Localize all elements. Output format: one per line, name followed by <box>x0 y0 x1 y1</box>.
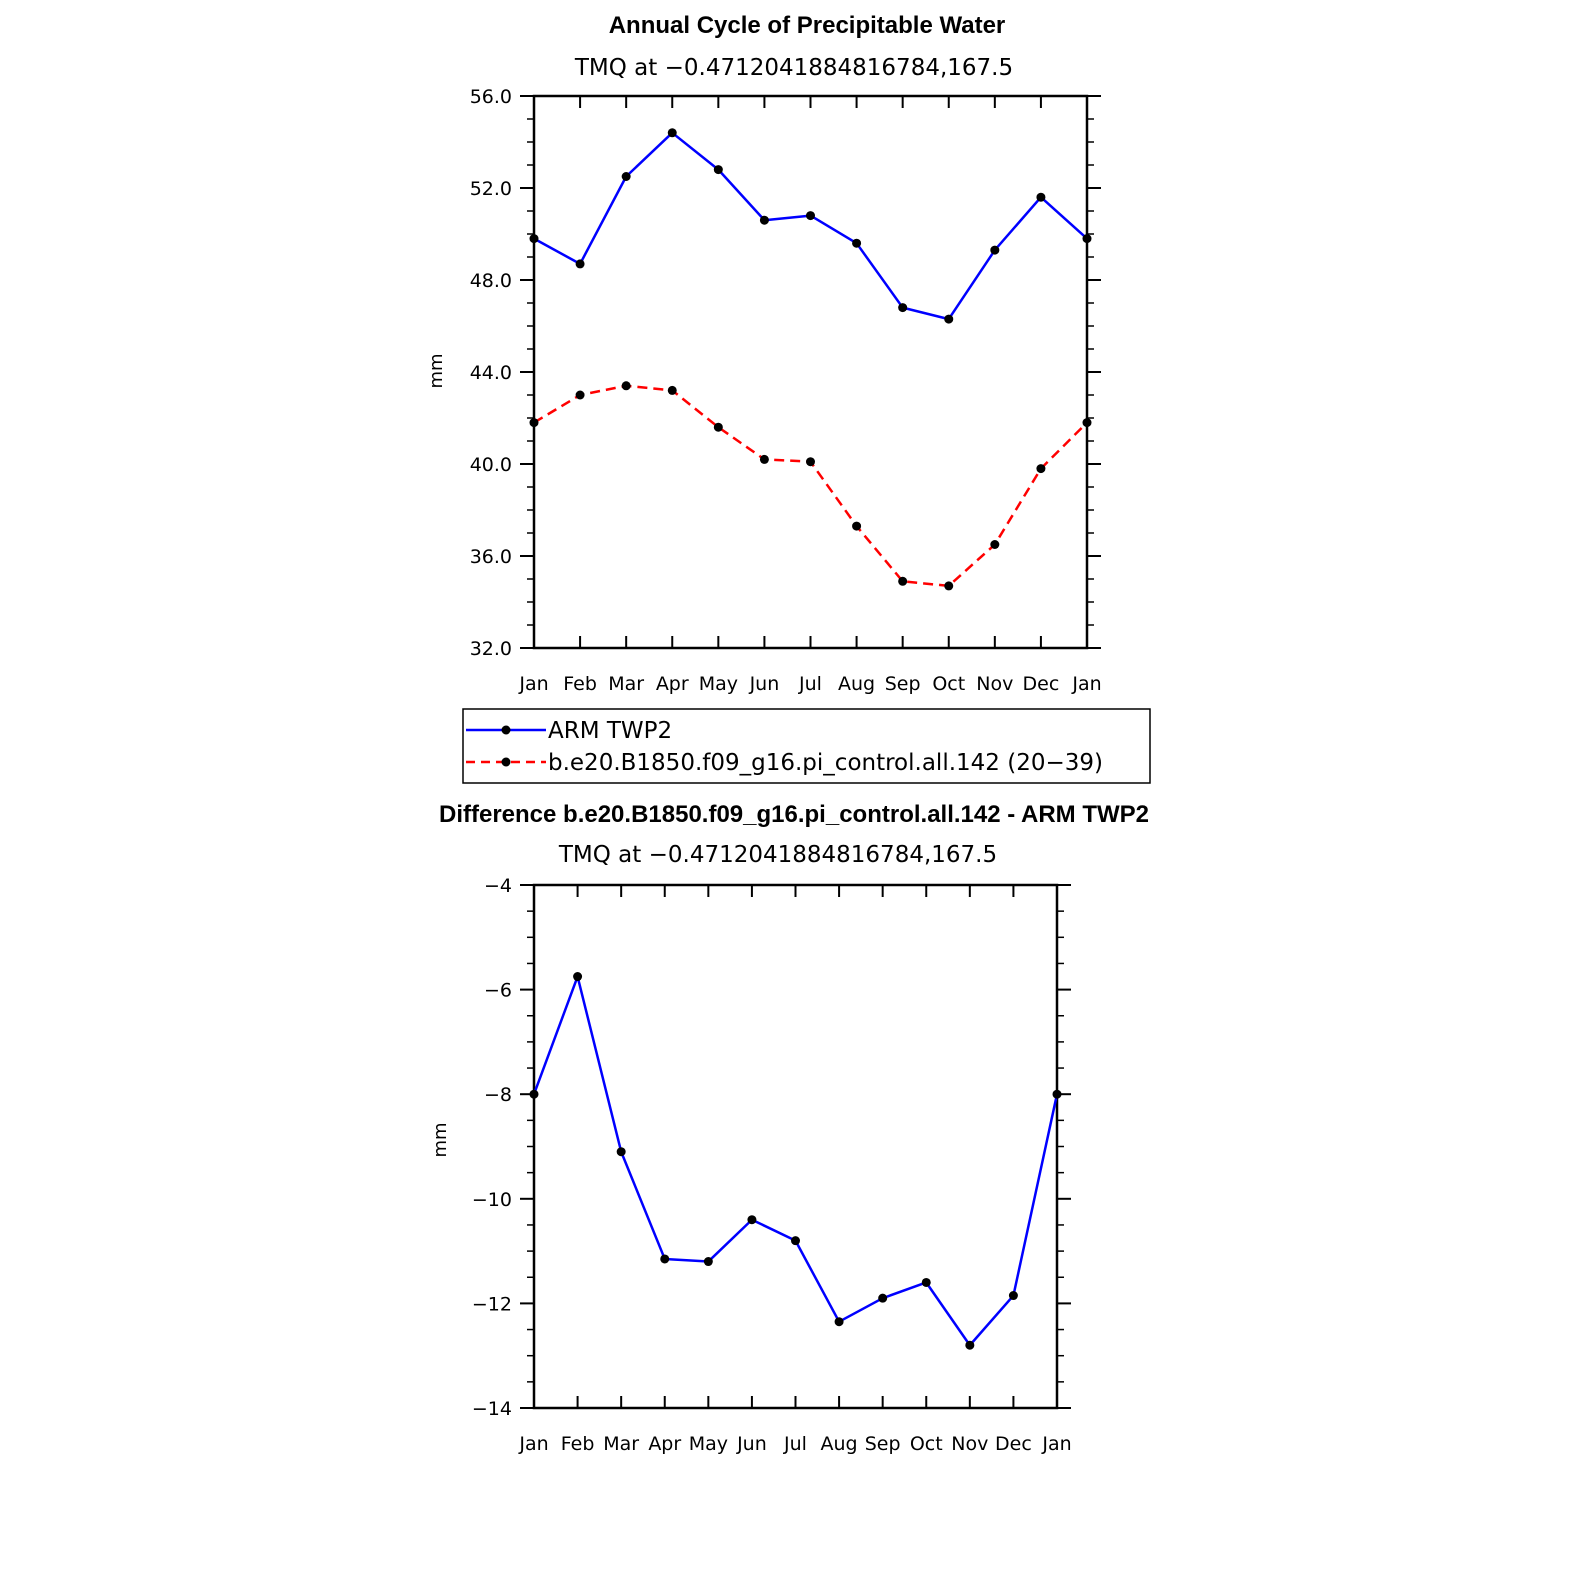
top-series-1-point <box>944 581 954 591</box>
top-series-0-point <box>1082 234 1092 244</box>
bottom-chart-subtitle: TMQ at −0.4712041884816784,167.5 <box>558 842 997 868</box>
top-y-tick-label: 44.0 <box>470 362 512 384</box>
top-series-1-point <box>713 422 723 432</box>
bottom-plot-frame <box>532 883 1059 1410</box>
top-series-0-point <box>852 238 862 248</box>
bottom-x-tick-label: Jan <box>1041 1433 1071 1455</box>
top-series-0-point <box>759 215 769 225</box>
top-x-tick-label: Feb <box>563 673 597 695</box>
top-x-tick-label: Nov <box>976 673 1013 695</box>
bottom-series-0-point <box>660 1254 670 1264</box>
top-series-0-point <box>621 172 631 181</box>
bottom-x-tick-label: Jun <box>736 1433 767 1455</box>
top-x-tick-label: Sep <box>885 673 921 695</box>
top-y-tick-label: 36.0 <box>470 546 512 568</box>
top-x-tick-label: Jul <box>798 673 822 695</box>
top-series-0-point <box>529 234 539 244</box>
top-x-tick-label: Apr <box>656 673 689 695</box>
top-series-1-point <box>759 454 769 464</box>
top-y-tick-label: 32.0 <box>470 638 512 660</box>
top-series-0-point <box>1036 192 1046 202</box>
top-series-0-point <box>990 245 1000 255</box>
legend-marker-model <box>501 757 511 767</box>
top-x-tick-label: Aug <box>838 673 875 695</box>
top-series-1-point <box>575 390 585 400</box>
top-chart-title: Annual Cycle of Precipitable Water <box>609 12 1006 39</box>
bottom-series-0-point <box>921 1277 931 1287</box>
top-series-0-point <box>667 128 677 138</box>
bottom-x-tick-label: May <box>689 1433 728 1455</box>
top-series-1-point <box>898 576 908 586</box>
bottom-series-0-point <box>616 1147 626 1157</box>
bottom-x-tick-label: Jan <box>518 1433 548 1455</box>
top-series-0-point <box>806 211 815 221</box>
top-y-tick-label: 56.0 <box>470 86 512 108</box>
top-series-0-point <box>944 314 954 324</box>
top-series-line-1 <box>533 384 1088 588</box>
bottom-series-0-point <box>747 1215 757 1225</box>
top-chart-subtitle: TMQ at −0.4712041884816784,167.5 <box>574 55 1013 81</box>
top-plot-frame <box>532 94 1089 650</box>
bottom-y-tick-label: −10 <box>472 1189 512 1211</box>
top-x-tick-label: Jun <box>749 673 780 695</box>
bottom-y-tick-label: −6 <box>484 980 512 1002</box>
top-y-tick-label: 40.0 <box>470 454 512 476</box>
top-series-1-point <box>529 418 539 428</box>
bottom-y-axis-label: mm <box>430 1122 451 1157</box>
bottom-series-0-point <box>573 972 583 982</box>
top-x-tick-label: Dec <box>1023 673 1060 695</box>
bottom-y-tick-label: −8 <box>484 1084 512 1106</box>
bottom-plot: Jan Feb Mar Apr May Jun Jul Aug Sep Oct Nov Dec Jan−… <box>472 875 1072 1455</box>
bottom-series-0-point <box>529 1089 539 1099</box>
bottom-x-tick-label: Dec <box>995 1433 1032 1455</box>
top-y-axis-label: mm <box>426 353 447 388</box>
bottom-series-0-point <box>878 1293 888 1303</box>
bottom-series-line-0 <box>532 975 1059 1347</box>
top-x-tick-label: Oct <box>932 673 965 695</box>
bottom-x-tick-label: Apr <box>648 1433 681 1455</box>
legend-label-arm: ARM TWP2 <box>548 718 672 744</box>
bottom-x-tick-label: Jul <box>783 1433 807 1455</box>
bottom-x-tick-label: Nov <box>951 1433 988 1455</box>
bottom-x-tick-label: Feb <box>561 1433 595 1455</box>
top-series-1-point <box>1082 418 1092 428</box>
bottom-x-tick-label: Sep <box>865 1433 901 1455</box>
top-x-tick-label: Mar <box>608 673 644 695</box>
top-series-1-point <box>621 381 631 391</box>
bottom-x-tick-label: Oct <box>910 1433 943 1455</box>
top-series-1-point <box>806 457 815 467</box>
top-series-1-point <box>1036 464 1046 474</box>
top-series-line-0 <box>533 131 1088 321</box>
bottom-x-tick-label: Mar <box>603 1433 639 1455</box>
bottom-series-0-point <box>1008 1291 1018 1301</box>
legend-box <box>462 708 1151 784</box>
bottom-series-0-point <box>791 1236 800 1246</box>
top-y-tick-label: 48.0 <box>470 270 512 292</box>
top-y-tick-label: 52.0 <box>470 178 512 200</box>
top-series-0-point <box>575 259 585 269</box>
top-series-0-point <box>898 303 908 313</box>
bottom-chart-title: Difference b.e20.B1850.f09_g16.pi_contro… <box>439 801 1149 828</box>
legend: ARM TWP2 b.e20.B1850.f09_g16.pi_control.… <box>462 708 1151 784</box>
bottom-y-tick-label: −4 <box>484 875 512 897</box>
bottom-series-0-point <box>834 1317 844 1327</box>
bottom-series-0-point <box>965 1340 975 1350</box>
bottom-series-0-point <box>703 1257 713 1267</box>
top-series-1-point <box>990 540 1000 549</box>
legend-label-model: b.e20.B1850.f09_g16.pi_control.all.142 (… <box>548 750 1103 776</box>
top-series-1-point <box>667 385 677 395</box>
bottom-y-tick-label: −14 <box>472 1398 512 1420</box>
bottom-y-tick-label: −12 <box>472 1293 512 1315</box>
top-x-tick-label: Jan <box>518 673 548 695</box>
top-x-tick-label: May <box>699 673 738 695</box>
bottom-x-tick-label: Aug <box>821 1433 858 1455</box>
bottom-series-0-point <box>1052 1089 1062 1099</box>
legend-marker-arm <box>501 725 511 735</box>
top-plot: Jan Feb Mar Apr May Jun Jul Aug Sep Oct Nov Dec Jan 3… <box>470 86 1102 695</box>
top-series-0-point <box>713 165 723 175</box>
top-series-1-point <box>852 521 862 531</box>
top-x-tick-label: Jan <box>1071 673 1101 695</box>
